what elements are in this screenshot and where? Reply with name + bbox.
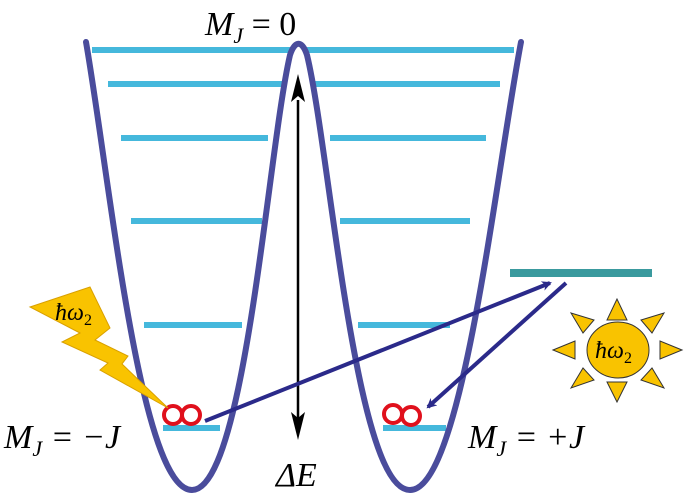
label-mj-minus-j: MJ = −J (3, 419, 122, 461)
particles-right (382, 403, 422, 427)
energy-levels (92, 47, 514, 431)
label-mj-zero: MJ = 0 (204, 6, 296, 48)
excitation-arrow (204, 281, 552, 423)
double-well-potential (83, 39, 524, 494)
arrowhead-down (291, 412, 305, 440)
svg-text:ħω2: ħω2 (55, 300, 92, 329)
svg-text:ħω2: ħω2 (595, 338, 632, 367)
lightning-icon: ħω2 (28, 286, 169, 409)
particles-left (162, 404, 202, 426)
label-delta-e: ΔE (274, 457, 317, 494)
sun-icon: ħω2 (551, 297, 684, 404)
arrowhead-up (291, 74, 305, 102)
label-mj-plus-j: MJ = +J (467, 419, 586, 461)
lightning-photon-label: ħω (55, 300, 84, 326)
sun-photon-label: ħω (595, 338, 624, 364)
emission-arrow (426, 281, 568, 409)
